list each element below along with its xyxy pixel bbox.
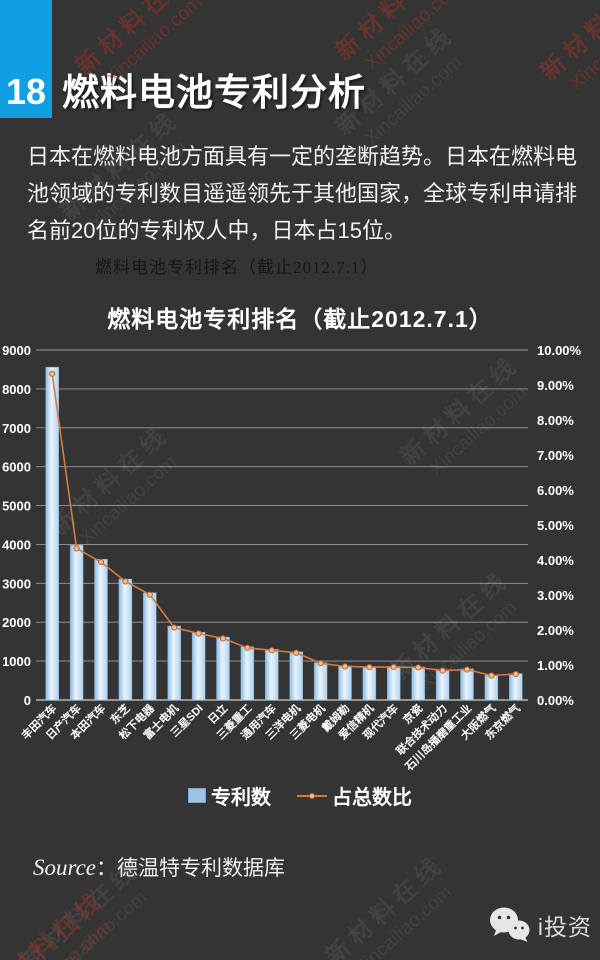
line-marker	[415, 664, 422, 671]
slide-number-box: 18	[0, 0, 52, 118]
wechat-icon	[489, 907, 530, 942]
right-axis-tick-label: 7.00%	[537, 448, 574, 463]
line-marker	[366, 664, 373, 671]
right-axis-tick-label: 2.00%	[537, 623, 574, 638]
bar-swatch-icon	[188, 788, 206, 803]
bar	[411, 666, 425, 701]
page-title: 燃料电池专利分析	[62, 72, 366, 113]
source-note: Source：德温特专利数据库	[33, 852, 285, 882]
line-marker	[171, 624, 178, 631]
left-axis-tick-label: 3000	[2, 576, 31, 591]
source-prefix: Source	[33, 855, 97, 880]
bar	[94, 559, 108, 701]
bar	[69, 545, 84, 701]
bar	[509, 673, 523, 701]
legend-item-percent: 占总数比	[297, 781, 412, 810]
line-swatch-icon	[297, 792, 327, 799]
bar	[118, 578, 133, 701]
line-marker	[512, 671, 519, 678]
line-marker	[195, 630, 202, 637]
bar	[167, 625, 181, 701]
patent-chart: 0 1000 2000 3000 4000 5000 6000 7000 8000 9000 0.0…	[2, 343, 582, 774]
left-axis-tick-label: 4000	[2, 537, 31, 552]
wechat-account-label: i投资	[537, 914, 592, 940]
line-marker	[97, 559, 105, 566]
line-marker	[463, 666, 471, 673]
bar	[460, 668, 474, 701]
shadow-caption: 燃料电池专利排名（截止2012.7.1）	[95, 258, 379, 277]
bar	[289, 651, 303, 701]
left-axis-tick-label: 0	[24, 693, 31, 708]
right-axis-tick-label: 1.00%	[537, 658, 574, 673]
chart-title: 燃料电池专利排名（截止2012.7.1）	[107, 306, 493, 332]
line-marker	[293, 649, 300, 656]
line-marker	[439, 667, 446, 674]
left-axis-tick-label: 7000	[2, 421, 31, 436]
bar	[265, 649, 279, 701]
bar	[484, 674, 499, 701]
right-axis-tick-label: 4.00%	[537, 553, 574, 568]
left-axis-tick-label: 5000	[2, 499, 31, 514]
bar	[216, 636, 230, 701]
left-axis-tick-label: 6000	[2, 460, 31, 475]
bar	[387, 666, 401, 701]
wechat-badge: i投资	[488, 905, 592, 945]
bar	[338, 665, 352, 701]
left-axis-tick-label: 9000	[2, 343, 31, 358]
slide-number: 18	[5, 71, 47, 112]
left-axis-tick-label: 2000	[2, 615, 31, 630]
bar	[240, 646, 255, 701]
right-axis-tick-label: 8.00%	[537, 413, 574, 428]
right-axis-tick-label: 6.00%	[537, 483, 574, 498]
bar	[143, 592, 157, 701]
bar	[45, 366, 59, 701]
bar	[191, 632, 206, 701]
line-marker	[268, 647, 275, 654]
line-marker	[488, 672, 495, 679]
legend-item-patents: 专利数	[188, 781, 271, 810]
percent-line	[51, 373, 516, 677]
intro-paragraph: 日本在燃料电池方面具有一定的垄断趋势。日本在燃料电池领域的专利数目遥遥领先于其他…	[27, 144, 578, 243]
right-axis-tick-label: 3.00%	[537, 588, 574, 603]
bar	[313, 662, 328, 701]
right-axis-tick-label: 5.00%	[537, 518, 574, 533]
bar	[435, 669, 450, 701]
right-axis-tick-label: 0.00%	[537, 693, 574, 708]
line-marker	[49, 370, 56, 377]
source-text: ：德温特专利数据库	[96, 857, 286, 880]
line-marker	[146, 591, 153, 598]
chart-legend: 专利数 占总数比	[0, 781, 600, 810]
line-marker	[317, 660, 324, 667]
legend-bar-label: 专利数	[211, 787, 271, 809]
bar	[362, 666, 377, 701]
line-marker	[390, 664, 397, 671]
left-axis-tick-label: 8000	[2, 382, 31, 397]
line-marker	[73, 545, 80, 552]
line-marker	[341, 663, 349, 670]
right-axis-tick-label: 10.00%	[537, 343, 582, 358]
line-marker	[219, 635, 227, 642]
right-axis-tick-label: 9.00%	[537, 378, 574, 393]
left-axis-tick-label: 1000	[2, 654, 31, 669]
line-marker	[244, 644, 251, 651]
line-marker	[122, 578, 129, 585]
legend-line-label: 占总数比	[332, 787, 412, 809]
